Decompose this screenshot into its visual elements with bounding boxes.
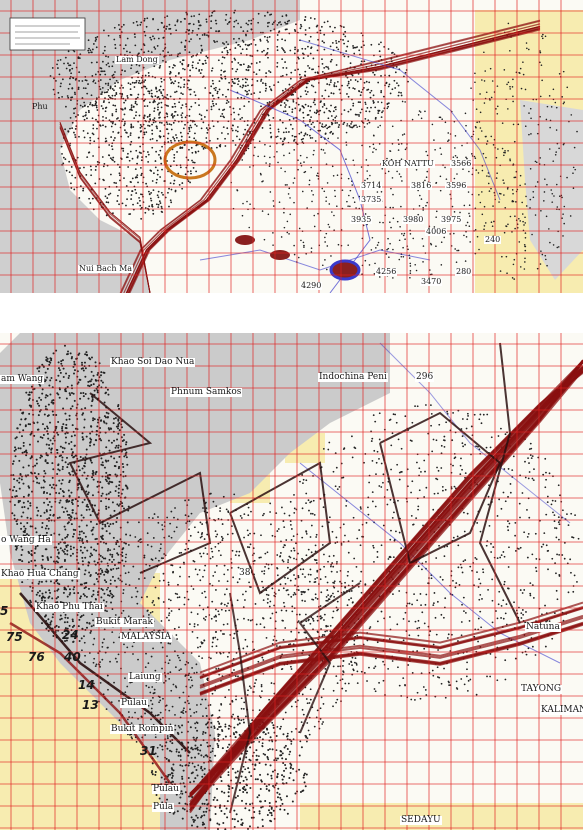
bottom-label-phnum-samkos: Phnum Samkos xyxy=(170,387,243,397)
top-label-d280: 280 xyxy=(455,267,473,276)
top-reef-1 xyxy=(235,235,255,245)
bottom-map-canvas xyxy=(0,333,583,830)
top-grid-lines xyxy=(0,0,583,293)
bottom-label-n38: 38 xyxy=(238,568,252,578)
top-land-vietnam xyxy=(0,0,300,293)
top-map-panel: Lam Dong Phu Nui Bach Ma KOH NATTU 3566 … xyxy=(0,0,583,293)
top-map-canvas xyxy=(0,0,583,293)
top-reef-2 xyxy=(270,250,290,260)
bottom-grid-lines xyxy=(0,333,583,830)
depth-label-31: 31 xyxy=(140,744,157,758)
bottom-label-natuna: Natuna xyxy=(525,622,561,632)
top-label-d240: 240 xyxy=(484,235,502,244)
bottom-label-khao-phu-thai: Khao Phu Thai xyxy=(35,602,104,612)
top-label-d3735: 3735 xyxy=(360,195,383,204)
top-label-koh-nattu: KOH NATTU xyxy=(381,159,435,168)
top-label-d3980: 3980 xyxy=(402,215,425,224)
depth-label-5: 5 xyxy=(0,604,9,618)
bottom-label-indochina: Indochina Peni xyxy=(318,372,388,382)
bottom-label-pulau-2: Pulau xyxy=(152,784,180,794)
bottom-label-laiung: Laiung xyxy=(128,672,162,682)
bottom-label-pulau: Pulau xyxy=(120,698,148,708)
top-label-d3816: 3816 xyxy=(410,181,433,190)
bottom-land-mass xyxy=(0,333,390,830)
depth-label-75: 75 xyxy=(6,630,23,644)
bottom-label-malaysia: MALAYSIA xyxy=(120,632,172,642)
top-ship-tracks xyxy=(59,19,541,293)
depth-label-13: 13 xyxy=(82,698,99,712)
bottom-label-o-wang-ha: o Wang Ha xyxy=(0,535,52,545)
bottom-label-pula: Pula xyxy=(152,802,175,812)
bottom-label-am-wang: am Wang xyxy=(0,374,45,384)
depth-label-76: 76 xyxy=(28,650,45,664)
bottom-label-kalimantan: KALIMAN xyxy=(540,706,583,715)
top-chart-title-block xyxy=(9,17,86,51)
top-chart-title-lines xyxy=(15,25,80,45)
top-label-lam-dong: Lam Dong xyxy=(115,55,159,64)
depth-label-40: 40 xyxy=(64,650,81,664)
top-label-nui-bach-ma: Nui Bach Ma xyxy=(78,264,134,273)
bottom-label-n296: 296 xyxy=(415,372,435,382)
top-label-d4006: 4006 xyxy=(425,227,448,236)
bottom-label-bukit-rompin: Bukit Rompin xyxy=(110,724,175,734)
bottom-label-khao-hua-chang: Khao Hua Chang xyxy=(0,569,80,579)
top-label-d3714: 3714 xyxy=(360,181,383,190)
bottom-label-sedayu: SEDAYU xyxy=(400,815,442,825)
top-label-d3566: 3566 xyxy=(450,159,473,168)
top-label-d4256: 4256 xyxy=(375,267,398,276)
top-label-d4290: 4290 xyxy=(300,281,323,290)
depth-label-24: 24 xyxy=(62,628,79,642)
top-label-d3935: 3935 xyxy=(350,215,373,224)
depth-label-14: 14 xyxy=(78,678,95,692)
top-label-d3470: 3470 xyxy=(420,277,443,286)
bottom-map-panel: Khao Soi Dao Nua Phnum Samkos Indochina … xyxy=(0,333,583,830)
bottom-label-bukit-marak: Bukit Marak xyxy=(95,617,154,627)
top-label-phu: Phu xyxy=(32,102,48,111)
top-label-d3596: 3596 xyxy=(445,181,468,190)
top-reef-island xyxy=(329,259,361,281)
top-label-d3975: 3975 xyxy=(440,215,463,224)
bottom-label-tayong: TAYONG xyxy=(520,684,563,694)
bottom-label-khao-soi-dao-nua: Khao Soi Dao Nua xyxy=(110,357,196,367)
